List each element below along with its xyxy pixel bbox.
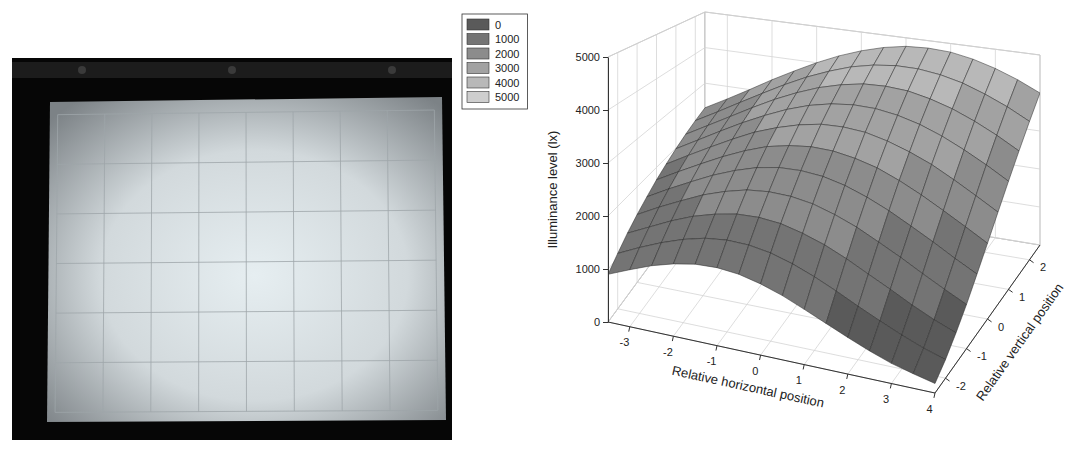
paper-grid-line (55, 410, 438, 412)
legend-swatch (467, 63, 489, 74)
z-tick-mark (603, 57, 608, 58)
y-tick-label: -2 (956, 380, 966, 392)
x-tick-mark (803, 365, 804, 370)
paper-grid-line (57, 160, 435, 164)
x-tick-mark (760, 355, 761, 360)
z-tick-mark (603, 322, 608, 323)
paper-grid-line (56, 310, 437, 313)
z-tick-mark (603, 269, 608, 270)
x-tick-label: -3 (620, 336, 630, 348)
figure: 0 1000 2000 3000 4000 5000 -3 -2 -1 0 1 2 3 4 Relative… (0, 0, 1088, 453)
z-axis: 0 1000 2000 3000 4000 5000 (576, 51, 609, 328)
z-tick-mark (603, 110, 608, 111)
x-tick-mark (672, 336, 673, 341)
photo-background (12, 58, 452, 440)
axes: 0 1000 2000 3000 4000 5000 -3 -2 -1 0 1 2 3 4 Relative… (545, 51, 1066, 415)
z-tick-mark (603, 216, 608, 217)
legend-label: 5000 (495, 91, 519, 103)
surface-cell (913, 348, 945, 383)
y-tick-label: 0 (998, 321, 1004, 333)
y-tick-label: 1 (1019, 291, 1025, 303)
y-tick-mark (946, 378, 950, 381)
legend-label: 1000 (495, 33, 519, 45)
x-tick-label: 0 (752, 365, 758, 377)
legend-label: 4000 (495, 77, 519, 89)
photo (12, 58, 452, 440)
x-tick-label: 4 (927, 403, 933, 415)
legend-label: 2000 (495, 48, 519, 60)
z-tick: 1000 (576, 263, 608, 275)
x-tick-label: -1 (707, 355, 717, 367)
x-tick-mark (847, 374, 848, 379)
x-axis-title: Relative horizontal position (671, 363, 826, 411)
legend-label: 3000 (495, 62, 519, 74)
z-tick-label: 3000 (576, 157, 600, 169)
y-tick-mark (988, 319, 992, 322)
x-tick-label: -2 (663, 346, 673, 358)
x-tick-mark (934, 393, 935, 398)
legend: 0 1000 2000 3000 4000 5000 (462, 14, 527, 109)
z-tick: 4000 (576, 104, 608, 116)
legend-frame (462, 14, 527, 109)
x-tick-mark (629, 327, 630, 332)
z-tick-label: 1000 (576, 263, 600, 275)
mounting-bolt (388, 66, 396, 74)
mounting-bar (12, 62, 452, 78)
z-tick: 2000 (576, 210, 608, 222)
y-tick-mark (1009, 289, 1013, 292)
legend-label: 0 (495, 19, 501, 31)
paper-grid-line (56, 260, 436, 263)
z-tick-label: 2000 (576, 210, 600, 222)
legend-swatch (467, 34, 489, 45)
x-tick-label: 3 (883, 393, 889, 405)
x-tick-mark (716, 346, 717, 351)
plot-box (608, 12, 1040, 393)
mounting-bolt (228, 66, 236, 74)
y-tick-label: 2 (1040, 261, 1046, 273)
paper-grid-line (56, 360, 438, 362)
y-axis-title: Relative vertical position (973, 280, 1066, 403)
x-tick-mark (890, 384, 891, 389)
z-grid-line (705, 12, 1040, 55)
page: 0 1000 2000 3000 4000 5000 -3 -2 -1 0 1 2 3 4 Relative… (0, 0, 1088, 453)
z-tick-label: 5000 (576, 51, 600, 63)
legend-swatch (467, 77, 489, 88)
z-axis-title: Illuminance level (lx) (545, 131, 560, 249)
x-grid-line (1040, 55, 1041, 245)
y-tick-mark (967, 349, 971, 352)
legend-swatch (467, 19, 489, 30)
z-axis-line (608, 58, 609, 323)
paper-grid-line (58, 110, 435, 115)
z-grid-line (608, 190, 705, 322)
x-tick-label: 1 (796, 374, 802, 386)
y-tick-mark (1030, 260, 1034, 263)
z-tick: 5000 (576, 51, 608, 63)
back-wall (705, 12, 1040, 245)
z-tick-label: 4000 (576, 104, 600, 116)
paper-grid-line (57, 210, 436, 214)
x-tick-label: 2 (839, 384, 845, 396)
legend-swatch (467, 92, 489, 103)
mounting-bolt (78, 66, 86, 74)
z-tick: 0 (594, 316, 608, 328)
y-axis-line (935, 245, 1040, 393)
paper-sheet (47, 97, 446, 422)
y-tick-label: -1 (977, 350, 987, 362)
z-tick-label: 0 (594, 316, 600, 328)
surface (608, 46, 1040, 383)
z-tick: 3000 (576, 157, 608, 169)
z-tick-mark (603, 163, 608, 164)
legend-swatch (467, 48, 489, 59)
x-axis-line (608, 322, 935, 393)
